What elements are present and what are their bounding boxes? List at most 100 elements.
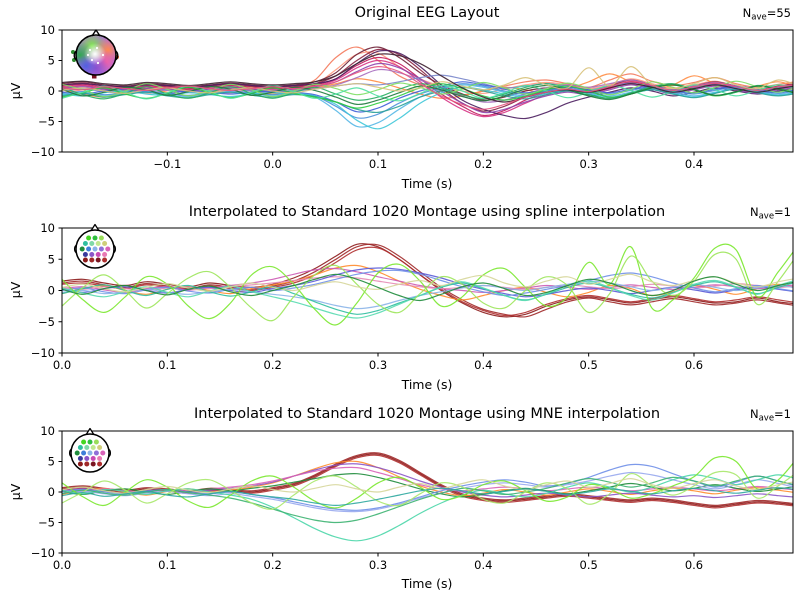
electrode-dot bbox=[77, 461, 83, 467]
electrode-dot bbox=[92, 246, 98, 252]
subplot1-ylabel: µV bbox=[8, 82, 23, 99]
eeg-trace bbox=[62, 454, 793, 509]
eeg-trace bbox=[62, 65, 793, 95]
y-tick-label: −10 bbox=[31, 546, 55, 560]
eeg-trace bbox=[62, 269, 793, 297]
electrode-dot bbox=[93, 439, 99, 445]
electrode-dot bbox=[84, 461, 90, 467]
electrode-dot bbox=[90, 445, 96, 450]
eeg-trace bbox=[62, 455, 793, 509]
eeg-trace bbox=[62, 276, 793, 292]
y-tick-label: −5 bbox=[38, 115, 55, 129]
y-tick-label: 5 bbox=[48, 252, 55, 266]
x-tick-label: 0.0 bbox=[53, 358, 71, 372]
x-tick-label: 0.5 bbox=[580, 358, 598, 372]
eeg-trace bbox=[62, 487, 793, 507]
electrode-dot bbox=[102, 257, 108, 263]
electrode-dot bbox=[89, 252, 95, 257]
eeg-trace bbox=[62, 477, 793, 494]
eeg-trace bbox=[62, 48, 793, 112]
eeg-traces bbox=[62, 243, 793, 326]
electrode-dot bbox=[97, 456, 103, 461]
electrode-dot bbox=[92, 235, 98, 241]
y-tick-label: 5 bbox=[48, 54, 55, 68]
subplot-original: −0.1 0.0 0.1 0.2 0.3 0.4 10 5 0 −5 −10 bbox=[31, 23, 794, 171]
y-tick-label: 0 bbox=[48, 284, 55, 298]
subplot-mne: 0.0 0.1 0.2 0.3 0.4 0.5 0.6 10 5 0 −5 −10 bbox=[31, 424, 794, 572]
electrode-dot bbox=[81, 439, 87, 445]
eeg-trace bbox=[62, 273, 793, 302]
electrode-dot bbox=[77, 445, 83, 450]
electrode-dot bbox=[98, 246, 104, 252]
electrode-dot bbox=[89, 241, 95, 246]
electrode-dot bbox=[84, 456, 90, 461]
electrode-dot bbox=[97, 461, 103, 467]
eeg-traces bbox=[62, 452, 793, 542]
eeg-trace bbox=[62, 273, 793, 293]
eeg-trace bbox=[62, 65, 793, 110]
montage-head-icon-mne bbox=[68, 427, 112, 473]
electrode-dot bbox=[102, 252, 108, 257]
subplot3-title: Interpolated to Standard 1020 Montage us… bbox=[194, 406, 660, 422]
electrode-dot bbox=[87, 439, 93, 445]
x-tick-label: 0.2 bbox=[264, 558, 282, 572]
x-tick-label: 0.4 bbox=[685, 157, 703, 171]
eeg-trace bbox=[62, 243, 793, 318]
nose-icon bbox=[90, 223, 100, 232]
y-tick-label: −5 bbox=[38, 516, 55, 530]
x-tick-label: 0.0 bbox=[264, 157, 282, 171]
x-tick-label: −0.1 bbox=[153, 157, 181, 171]
x-tick-label: 0.2 bbox=[264, 358, 282, 372]
x-tick-label: 0.1 bbox=[158, 558, 176, 572]
electrode-dot bbox=[81, 450, 87, 456]
y-tick-label: 10 bbox=[40, 23, 55, 37]
electrode-dot bbox=[98, 235, 104, 241]
x-tick-label: 0.1 bbox=[158, 358, 176, 372]
eeg-trace bbox=[62, 475, 793, 524]
eeg-trace bbox=[62, 53, 793, 103]
x-tick-label: 0.6 bbox=[685, 358, 703, 372]
y-tick-label: 10 bbox=[40, 424, 55, 438]
y-tick-label: 5 bbox=[48, 455, 55, 469]
montage-head-icon-spline bbox=[73, 223, 117, 269]
x-tick-label: 0.0 bbox=[53, 558, 71, 572]
electrode-dot bbox=[93, 450, 99, 456]
eeg-trace bbox=[62, 86, 793, 130]
x-tick-label: 0.3 bbox=[369, 358, 387, 372]
y-tick-label: −5 bbox=[38, 315, 55, 329]
electrode-dot bbox=[87, 450, 93, 456]
x-tick-label: 0.4 bbox=[474, 358, 492, 372]
subplot-spline: 0.0 0.1 0.2 0.3 0.4 0.5 0.6 10 5 0 −5 −10 bbox=[31, 221, 794, 372]
x-tick-label: 0.3 bbox=[369, 558, 387, 572]
electrode-dot bbox=[95, 241, 101, 246]
electrode-dot bbox=[74, 450, 80, 456]
eeg-trace bbox=[62, 280, 793, 310]
nose-icon bbox=[85, 427, 95, 436]
electrode-dot bbox=[100, 450, 106, 456]
electrode-dot bbox=[86, 235, 92, 241]
electrode-dot bbox=[79, 246, 85, 252]
electrode-dot bbox=[82, 252, 88, 257]
electrode-dot bbox=[90, 456, 96, 461]
electrode-dot bbox=[90, 461, 96, 467]
electrode-dot bbox=[102, 241, 108, 246]
subplot2-ylabel: µV bbox=[8, 281, 23, 298]
x-tick-label: 0.5 bbox=[580, 558, 598, 572]
subplot1-nave: Nave=55 bbox=[743, 6, 791, 23]
eeg-trace bbox=[62, 84, 793, 106]
x-tick-label: 0.1 bbox=[369, 157, 387, 171]
x-tick-label: 0.3 bbox=[580, 157, 598, 171]
eeg-trace bbox=[62, 279, 793, 319]
x-tick-label: 0.4 bbox=[474, 558, 492, 572]
electrode-dot bbox=[77, 456, 83, 461]
subplot3-ylabel: µV bbox=[8, 483, 23, 500]
subplot2-xlabel: Time (s) bbox=[401, 377, 453, 392]
eeg-trace bbox=[62, 251, 793, 322]
electrode-dot bbox=[84, 445, 90, 450]
subplot2-title: Interpolated to Standard 1020 Montage us… bbox=[189, 204, 665, 220]
eeg-trace bbox=[62, 470, 793, 510]
y-tick-label: 0 bbox=[48, 84, 55, 98]
electrode-dot bbox=[97, 445, 103, 450]
eeg-trace bbox=[62, 474, 793, 542]
